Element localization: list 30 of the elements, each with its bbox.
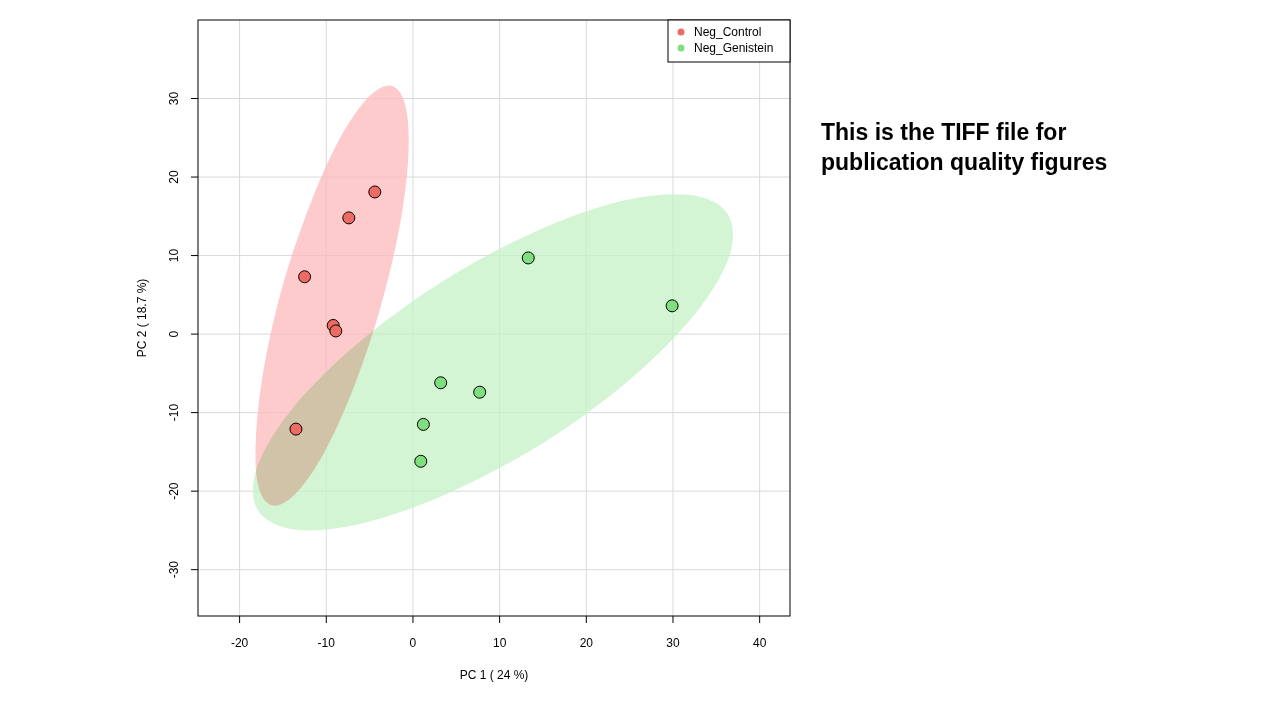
point — [368, 185, 382, 199]
y-axis-title: PC 2 ( 18.7 %) — [135, 278, 149, 358]
point — [434, 376, 448, 390]
point — [416, 417, 430, 431]
x-tick-label: -10 — [317, 636, 336, 650]
text: This is the TIFF file for publication quality figures — [821, 119, 1108, 175]
x-tick-label: 10 — [492, 636, 507, 650]
y-tick-label: -10 — [167, 403, 181, 422]
y-tick-label: -20 — [167, 482, 181, 500]
y-tick-label: 0 — [167, 330, 181, 338]
legend-label: Neg_Genistein — [694, 41, 774, 55]
x-tick-label: -20 — [230, 636, 249, 650]
x-tick-label: 0 — [409, 636, 417, 650]
point — [342, 211, 356, 225]
point — [414, 454, 428, 468]
point — [329, 324, 343, 338]
point — [473, 385, 487, 399]
x-axis-title: PC 1 ( 24 %) — [459, 668, 529, 682]
x-tick-label: 20 — [579, 636, 594, 650]
y-tick-label: 20 — [167, 170, 181, 184]
point — [665, 299, 679, 313]
legend-label: Neg_Control — [694, 25, 762, 39]
y-tick-label: 30 — [167, 91, 181, 106]
point — [521, 251, 535, 265]
y-tick-label: 10 — [167, 248, 181, 263]
x-tick-label: 40 — [752, 636, 767, 650]
x-tick-label: 30 — [666, 636, 680, 650]
point — [298, 270, 312, 284]
y-tick-label: -30 — [167, 560, 181, 579]
point — [289, 422, 303, 436]
